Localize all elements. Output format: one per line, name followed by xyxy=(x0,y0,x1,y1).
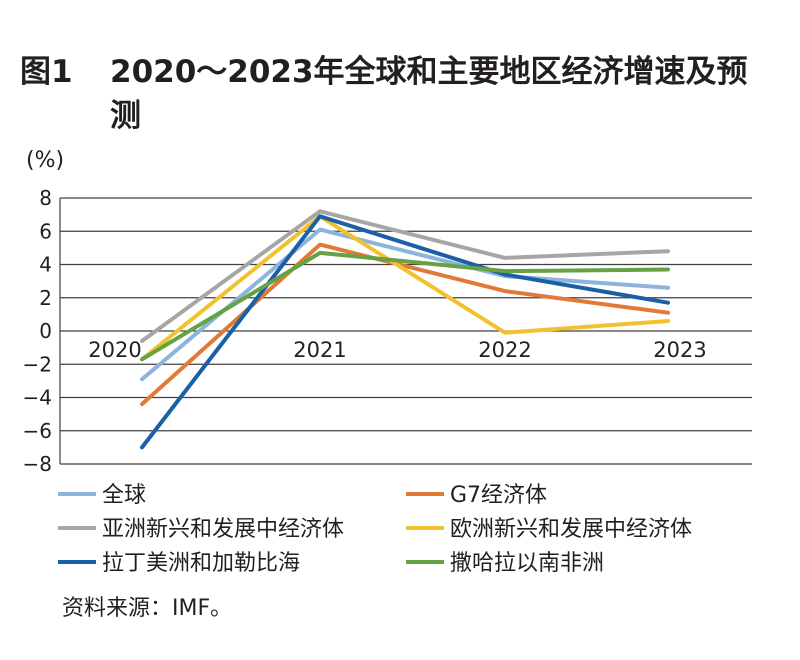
legend-label: 欧洲新兴和发展中经济体 xyxy=(450,517,693,542)
series-line xyxy=(140,214,670,362)
series-line xyxy=(140,227,670,382)
legend-item: 撒哈拉以南非洲 xyxy=(406,550,604,578)
x-tick-label: 2023 xyxy=(653,338,706,362)
series-line xyxy=(140,214,670,450)
legend-item: 拉丁美洲和加勒比海 xyxy=(58,550,300,578)
legend-swatch xyxy=(58,560,96,564)
y-tick-label: −8 xyxy=(23,452,52,476)
series-line xyxy=(140,242,670,407)
x-tick-label: 2021 xyxy=(293,338,346,362)
figure-title: 2020～2023年全球和主要地区经济增速及预测 xyxy=(110,54,748,134)
y-tick-label: 0 xyxy=(39,319,52,343)
legend-label: G7经济体 xyxy=(450,483,548,508)
source-note: 资料来源：IMF。 xyxy=(62,596,233,621)
x-tick-label: 2022 xyxy=(478,338,531,362)
y-tick-label: 4 xyxy=(39,253,52,277)
legend-item: 全球 xyxy=(58,482,146,510)
y-axis-unit: (%) xyxy=(26,148,65,173)
legend-label: 全球 xyxy=(102,483,147,508)
legend-swatch xyxy=(406,560,444,564)
y-tick-label: −2 xyxy=(23,352,52,376)
series-line xyxy=(140,250,670,362)
legend-label: 撒哈拉以南非洲 xyxy=(450,551,605,576)
y-tick-label: 2 xyxy=(39,286,52,310)
line-chart: 8 6 4 2 0 −2 −4 −6 −8 2020 2021 2022 2023 xyxy=(23,186,752,476)
legend-swatch xyxy=(58,526,96,530)
legend-item: G7经济体 xyxy=(406,482,547,510)
legend-label: 拉丁美洲和加勒比海 xyxy=(102,551,301,576)
legend-label: 亚洲新兴和发展中经济体 xyxy=(102,517,345,542)
legend-swatch xyxy=(406,526,444,530)
x-tick-label: 2020 xyxy=(88,338,141,362)
y-tick-label: 6 xyxy=(39,219,52,243)
y-tick-label: −4 xyxy=(23,386,52,410)
figure-label: 图1 xyxy=(20,54,73,90)
legend-swatch xyxy=(406,492,444,496)
legend-swatch xyxy=(58,492,96,496)
y-tick-label: −6 xyxy=(23,419,52,443)
legend-item: 欧洲新兴和发展中经济体 xyxy=(406,516,692,544)
y-tick-label: 8 xyxy=(39,186,52,210)
legend-item: 亚洲新兴和发展中经济体 xyxy=(58,516,344,544)
series-line xyxy=(140,209,670,343)
